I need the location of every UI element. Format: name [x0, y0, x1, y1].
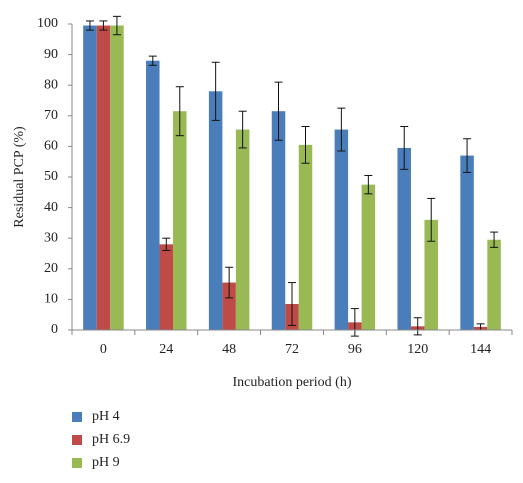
- x-tick-label: 48: [222, 342, 236, 357]
- x-tick-label: 96: [348, 342, 362, 357]
- bar: [298, 144, 313, 330]
- legend-swatch: [72, 458, 82, 468]
- error-bar: [427, 197, 436, 242]
- bar: [271, 111, 286, 331]
- bar: [173, 111, 187, 331]
- bar: [361, 184, 376, 330]
- y-tick-label: 70: [44, 108, 58, 123]
- bar: [208, 91, 223, 330]
- y-tick-label: 20: [44, 261, 58, 276]
- error-bar: [463, 138, 472, 173]
- y-tick-label: 30: [44, 230, 58, 245]
- error-bar: [211, 61, 220, 121]
- error-bar: [400, 126, 409, 170]
- bar: [222, 282, 236, 330]
- error-bar: [225, 266, 234, 299]
- bar: [110, 25, 124, 331]
- y-tick-label: 100: [37, 16, 58, 31]
- error-bar: [85, 20, 94, 31]
- y-tick-label: 50: [44, 169, 58, 184]
- bar: [146, 60, 160, 330]
- y-tick-label: 80: [44, 77, 58, 92]
- error-bar: [148, 55, 157, 66]
- x-tick-label: 24: [159, 342, 173, 357]
- legend-label: pH 4: [92, 409, 120, 424]
- error-bar: [288, 282, 296, 326]
- y-tick-label: 60: [44, 139, 58, 154]
- error-bar: [238, 110, 247, 149]
- bar: [83, 25, 97, 331]
- bar: [235, 129, 250, 330]
- legend-label: pH 6.9: [92, 432, 130, 447]
- error-bar: [175, 86, 184, 137]
- bar: [334, 129, 349, 330]
- legend-swatch: [72, 435, 82, 445]
- bar: [159, 244, 174, 330]
- legend-label: pH 9: [92, 455, 120, 470]
- y-axis-label: Residual PCP (%): [12, 126, 27, 228]
- x-tick-label: 0: [100, 342, 107, 357]
- bar: [96, 25, 111, 331]
- x-axis-label: Incubation period (h): [233, 375, 352, 390]
- y-tick-label: 40: [44, 200, 58, 215]
- bar: [460, 155, 474, 330]
- y-tick-label: 10: [44, 292, 58, 307]
- bar: [424, 219, 438, 330]
- legend-swatch: [72, 412, 82, 422]
- bar: [487, 239, 501, 330]
- bar: [397, 147, 411, 330]
- error-bar: [301, 126, 310, 164]
- error-bar: [162, 237, 171, 251]
- error-bar: [112, 15, 121, 36]
- error-bar: [99, 20, 108, 31]
- error-bar: [337, 107, 346, 152]
- x-tick-label: 72: [285, 342, 299, 357]
- y-tick-label: 90: [44, 47, 58, 62]
- error-bar: [490, 231, 499, 248]
- x-tick-label: 144: [470, 342, 491, 357]
- error-bar: [364, 174, 373, 195]
- y-tick-label: 0: [51, 322, 58, 337]
- error-bar: [274, 81, 283, 141]
- error-bar: [350, 308, 359, 337]
- x-tick-label: 120: [407, 342, 428, 357]
- error-bar: [413, 317, 422, 336]
